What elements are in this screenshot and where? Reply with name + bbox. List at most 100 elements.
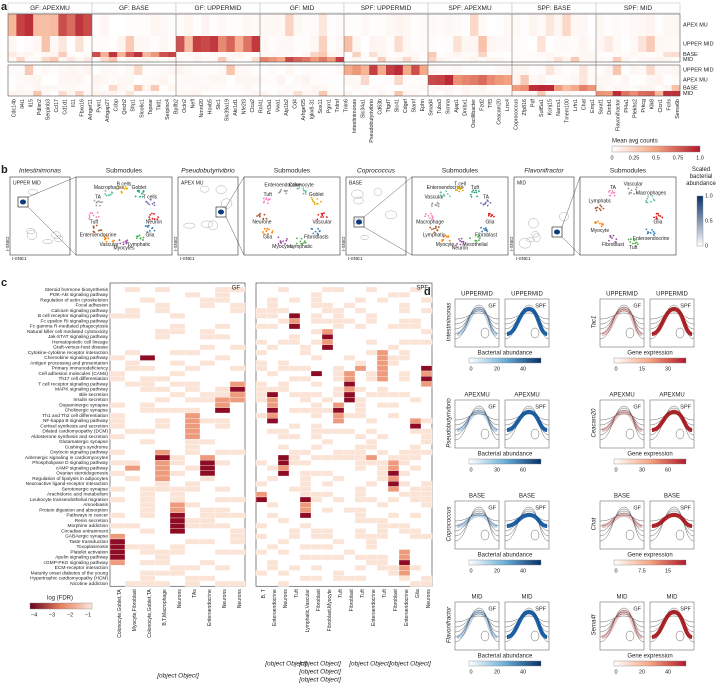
tissue-layer bbox=[599, 306, 645, 335]
heatmap-cell bbox=[229, 449, 246, 456]
heatmap-cell bbox=[209, 36, 219, 52]
row-label: APEX MU bbox=[683, 77, 708, 83]
cluster-highlight bbox=[218, 209, 224, 215]
tsne-box bbox=[345, 176, 407, 256]
cell-dot bbox=[142, 190, 145, 192]
heatmap-cell bbox=[376, 349, 389, 356]
heatmap-cell bbox=[50, 52, 59, 57]
cell-dot bbox=[88, 214, 91, 216]
gene-label: Fbxo16 bbox=[80, 99, 86, 117]
heatmap-cell bbox=[266, 502, 279, 508]
heatmap-cell bbox=[251, 65, 261, 75]
heatmap-cell bbox=[570, 85, 580, 91]
heatmap-cell bbox=[398, 559, 411, 566]
cell-dot bbox=[481, 230, 484, 233]
heatmap-cell bbox=[229, 512, 246, 519]
heatmap-cell bbox=[402, 52, 412, 57]
heatmap-cell bbox=[50, 85, 59, 91]
heatmap-cell bbox=[369, 14, 378, 36]
cell-dot bbox=[474, 234, 477, 237]
cell-dot bbox=[123, 187, 125, 190]
heatmap-cell bbox=[461, 85, 471, 91]
heatmap-cell bbox=[226, 65, 235, 75]
heatmap-cell bbox=[8, 36, 17, 52]
heatmap-cell bbox=[139, 386, 156, 393]
cell-dot bbox=[483, 203, 485, 206]
heatmap-cell bbox=[226, 57, 235, 62]
heatmap-cell bbox=[562, 52, 571, 57]
gene-label: Cd63b bbox=[377, 99, 383, 115]
tissue-layer bbox=[599, 609, 645, 638]
gene-label: Igkv8-31 bbox=[309, 99, 315, 119]
heatmap-cell bbox=[486, 75, 496, 85]
scale-bar bbox=[696, 195, 704, 247]
pathway-label: Antigen processing and presentation bbox=[30, 360, 108, 366]
pathway-label: Maturity onset diabetes of the young bbox=[31, 570, 109, 576]
heatmap-cell bbox=[100, 65, 109, 75]
heatmap-cell bbox=[461, 65, 471, 75]
heatmap-cell bbox=[109, 470, 126, 477]
legend-tick: 1.0 bbox=[696, 155, 704, 161]
cell-dot bbox=[126, 241, 128, 244]
cell-type-label: Enteroendocrine bbox=[427, 185, 464, 191]
heatmap-cell bbox=[332, 575, 345, 582]
heatmap-cell bbox=[343, 454, 356, 461]
heatmap-cell bbox=[154, 559, 171, 566]
heatmap-cell bbox=[587, 65, 597, 75]
heatmap-cell bbox=[503, 75, 513, 85]
cell-type-label: Glia bbox=[146, 232, 155, 238]
colorbar-tick: 15 bbox=[665, 568, 671, 574]
heatmap-cell bbox=[310, 318, 323, 324]
cell-dot bbox=[325, 216, 328, 218]
cell-dot bbox=[596, 206, 599, 209]
gene-label: Nefl bbox=[190, 99, 196, 108]
heatmap-cell bbox=[100, 36, 109, 52]
heatmap-cell bbox=[394, 14, 403, 36]
cell-dot bbox=[149, 198, 152, 201]
heatmap-cell bbox=[134, 65, 143, 75]
heatmap-cell bbox=[369, 36, 378, 52]
heatmap-cell bbox=[255, 491, 268, 498]
cell-dot bbox=[480, 202, 482, 205]
heatmap-cell bbox=[139, 428, 156, 435]
cell-dot bbox=[312, 200, 314, 203]
heatmap-cell bbox=[495, 91, 504, 96]
cell-dot bbox=[436, 201, 439, 204]
heatmap-cell bbox=[92, 65, 101, 75]
gene-label: Clca2 bbox=[250, 99, 256, 113]
cell-dot bbox=[458, 190, 461, 193]
colorbar-tick: 0 bbox=[469, 467, 472, 473]
cell-dot bbox=[97, 215, 100, 218]
cell-dot bbox=[595, 221, 597, 224]
heatmap-cell bbox=[495, 75, 504, 85]
heatmap-cell bbox=[154, 580, 171, 587]
heatmap-cell bbox=[66, 91, 76, 96]
heatmap-cell bbox=[169, 496, 186, 503]
heatmap-cell bbox=[354, 565, 367, 571]
heatmap-cell bbox=[428, 91, 437, 96]
heatmap-cell bbox=[310, 292, 323, 298]
heatmap-cell bbox=[332, 365, 345, 372]
cell-dot bbox=[156, 218, 159, 221]
column-label: Neurons bbox=[283, 589, 289, 608]
gene-label: Tuba3 bbox=[437, 99, 443, 114]
heatmap-cell bbox=[386, 75, 395, 85]
cell-dot bbox=[480, 226, 482, 229]
heatmap-cell bbox=[16, 85, 25, 91]
cell-dot bbox=[92, 214, 95, 217]
pathway-label: Circadian entrainment bbox=[61, 528, 109, 534]
cell-dot bbox=[97, 200, 100, 203]
row-title: Intestinimonas bbox=[447, 303, 453, 342]
heatmap-cell bbox=[169, 360, 186, 366]
heatmap-cell bbox=[100, 14, 109, 36]
heatmap-cell bbox=[167, 65, 177, 75]
cell-dot bbox=[459, 188, 462, 191]
heatmap-cell bbox=[332, 412, 345, 419]
cell-dot bbox=[612, 234, 615, 237]
heatmap-cell bbox=[398, 307, 411, 314]
heatmap-cell bbox=[255, 386, 268, 393]
heatmap-cell bbox=[214, 512, 231, 519]
cell-dot bbox=[151, 226, 154, 229]
heatmap-cell bbox=[327, 91, 336, 96]
